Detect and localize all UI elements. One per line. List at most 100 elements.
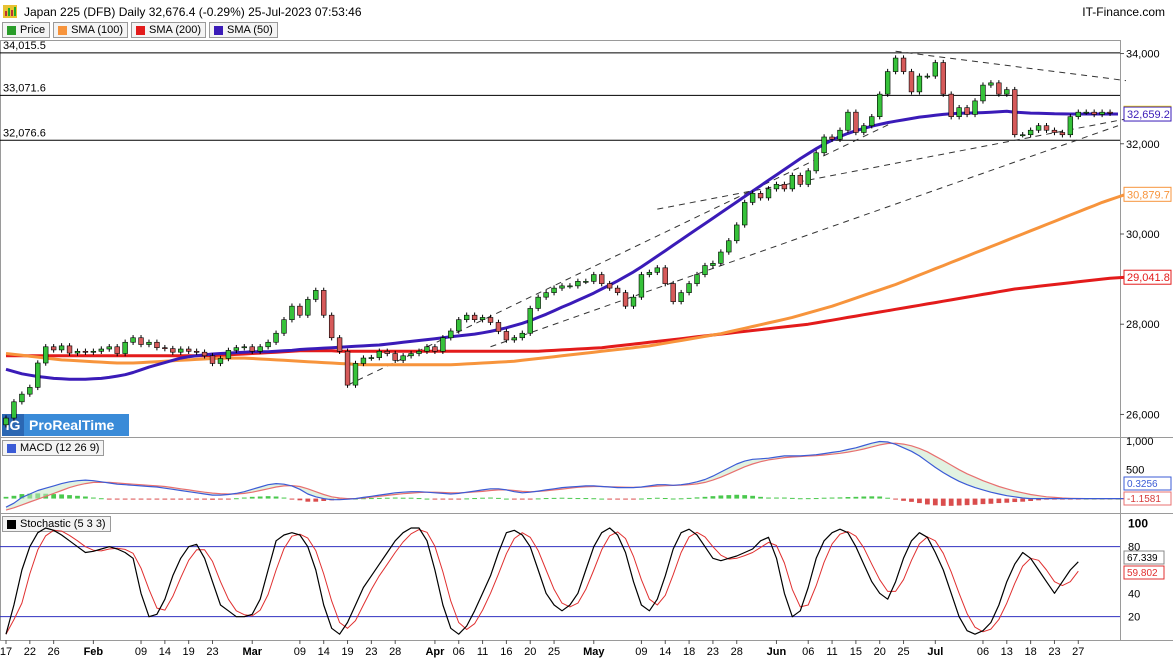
x-tick-label: 23 (1048, 646, 1060, 658)
macd-histogram-bar (384, 497, 390, 499)
trendline (347, 120, 896, 386)
candle-body (678, 292, 684, 302)
candle-body (114, 346, 120, 354)
macd-histogram-bar (75, 495, 80, 499)
candle-body (82, 350, 89, 353)
candle-body (106, 346, 112, 350)
candle-body (583, 281, 589, 283)
x-tick-label: 23 (206, 646, 218, 658)
macd-signal-value-label: -1.1581 (1127, 494, 1161, 505)
candle-body (551, 287, 557, 293)
trendline (895, 50, 1127, 82)
candle-body (305, 299, 311, 316)
price-legend: Price SMA (100) SMA (200) SMA (50) (2, 22, 278, 38)
macd-histogram-bar (932, 498, 938, 506)
candle-body (614, 287, 621, 293)
candle-body (1075, 111, 1081, 117)
macd-histogram-bar (194, 498, 200, 500)
candle-body (368, 357, 375, 359)
macd-histogram-bar (202, 498, 207, 500)
candle-body (321, 290, 327, 316)
price-y-tick-label: 30,000 (1126, 229, 1160, 241)
macd-histogram-bar (734, 494, 740, 499)
macd-histogram-bar (51, 494, 57, 499)
candle-body (900, 57, 907, 72)
source-label[interactable]: IT-Finance.com (1082, 5, 1165, 19)
candle-body (1020, 134, 1026, 137)
candle-body (829, 136, 835, 140)
macd-histogram-bar (305, 498, 311, 502)
candle-body (50, 346, 57, 351)
candle-body (940, 62, 946, 95)
candle-body (471, 314, 478, 321)
candle-body (408, 353, 414, 357)
macd-histogram-bar (114, 498, 120, 500)
candle-body (456, 319, 462, 332)
x-tick-label: 23 (707, 646, 719, 658)
legend-sma200-swatch (136, 25, 146, 35)
candle-body (606, 283, 613, 289)
x-tick-label: 18 (683, 646, 695, 658)
macd-histogram-bar (861, 496, 867, 499)
macd-histogram-bar (917, 498, 922, 504)
it-finance-logo-icon (3, 5, 17, 18)
macd-histogram-bar (972, 498, 978, 505)
candle-body (3, 417, 9, 426)
legend-price[interactable]: Price (2, 22, 51, 38)
macd-swatch (7, 443, 16, 453)
candle-body (972, 100, 978, 115)
macd-histogram-bar (392, 497, 398, 499)
macd-histogram-bar (750, 495, 756, 499)
candle-body (980, 84, 986, 102)
x-tick-label: 20 (874, 646, 886, 658)
legend-sma100[interactable]: SMA (100) (53, 22, 129, 38)
x-tick-label: 06 (977, 646, 989, 658)
macd-histogram-bar (924, 498, 930, 505)
candle-body (734, 224, 740, 242)
candle-body (956, 107, 962, 117)
macd-histogram-bar (162, 498, 168, 500)
legend-sma50[interactable]: SMA (50) (209, 22, 278, 38)
candle-body (352, 363, 359, 386)
x-tick-label: Jun (767, 646, 787, 658)
macd-histogram-bar (368, 498, 374, 500)
horizontal-level-label: 34,015.5 (3, 40, 46, 52)
candle-body (813, 152, 819, 172)
stochastic-y-tick-label: 20 (1128, 612, 1140, 624)
candle-body (1035, 125, 1042, 131)
macd-histogram-bar (496, 497, 501, 499)
candle-body (74, 350, 81, 354)
macd-histogram-bar (400, 497, 406, 499)
macd-histogram-bar (249, 496, 255, 499)
stochastic-legend[interactable]: Stochastic (5 3 3) (2, 516, 111, 532)
candle-body (789, 175, 796, 190)
macd-histogram-bar (654, 497, 660, 499)
candle-body (90, 350, 97, 353)
legend-sma200[interactable]: SMA (200) (131, 22, 206, 38)
macd-histogram-bar (472, 498, 478, 500)
macd-histogram-bar (869, 496, 875, 499)
macd-legend[interactable]: MACD (12 26 9) (2, 440, 105, 456)
candle-body (773, 184, 780, 190)
macd-histogram-bar (821, 497, 827, 499)
macd-histogram-bar (789, 497, 795, 499)
candle-body (487, 317, 494, 323)
candle-body (670, 283, 676, 302)
macd-histogram-bar (797, 498, 803, 500)
candle-body (416, 350, 422, 354)
candle-body (11, 401, 17, 419)
macd-histogram-bar (527, 498, 533, 500)
macd-histogram-bar (416, 498, 422, 500)
macd-histogram-bar (901, 498, 906, 501)
macd-histogram-bar (241, 497, 247, 499)
candle-body (932, 62, 938, 77)
stochastic-k-line (5, 527, 1079, 635)
candle-body (1043, 125, 1050, 131)
candle-body (1091, 111, 1097, 115)
macd-histogram-bar (551, 497, 557, 499)
candle-body (424, 346, 430, 352)
macd-histogram-bar (106, 498, 112, 500)
last-value-label: 32,659.2 (1127, 109, 1170, 121)
candle-body (591, 274, 597, 282)
